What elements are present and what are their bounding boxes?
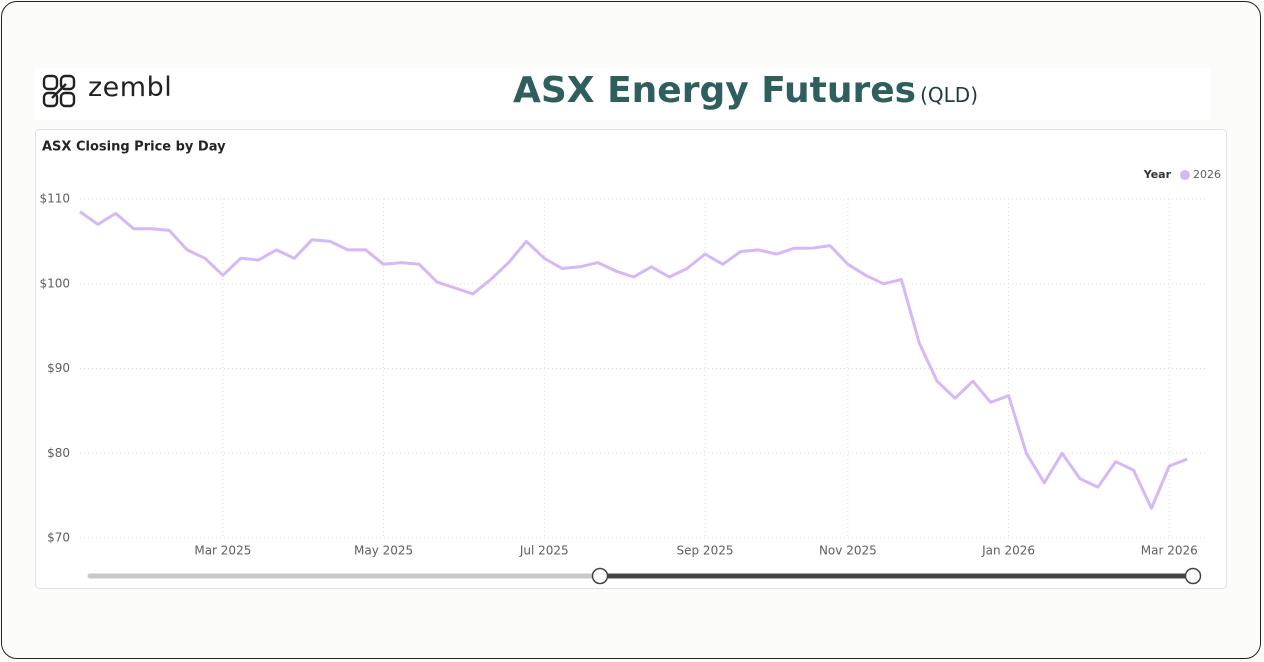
y-tick-label: $90 [47, 361, 70, 375]
chart-card [35, 129, 1227, 589]
line-series [79, 210, 1188, 510]
x-tick-label: Mar 2026 [1141, 544, 1198, 558]
title-region: (QLD) [920, 83, 978, 107]
slider-handle[interactable] [1184, 567, 1202, 585]
y-tick-label: $110 [39, 192, 70, 206]
x-tick-label: Jan 2026 [981, 544, 1035, 558]
x-tick-label: May 2025 [354, 544, 413, 558]
title-text: ASX Energy Futures [513, 70, 917, 111]
x-tick-label: Nov 2025 [819, 544, 877, 558]
logo-text: zembl [88, 72, 173, 103]
y-tick-label: $100 [39, 276, 70, 290]
legend-label: 2026 [1193, 168, 1221, 181]
logo-icon [42, 74, 76, 108]
x-tick-label: Jul 2025 [519, 544, 569, 558]
page-title: ASX Energy Futures (QLD) [513, 70, 978, 111]
y-tick-label: $70 [47, 531, 70, 545]
header-band [35, 68, 1210, 120]
y-tick-label: $80 [47, 446, 70, 460]
x-tick-label: Sep 2025 [677, 544, 734, 558]
legend-title: Year [1143, 168, 1172, 181]
slider-handle[interactable] [591, 567, 609, 585]
chart-title: ASX Closing Price by Day [42, 140, 226, 155]
x-tick-label: Mar 2025 [194, 544, 251, 558]
legend-marker [1180, 170, 1190, 180]
